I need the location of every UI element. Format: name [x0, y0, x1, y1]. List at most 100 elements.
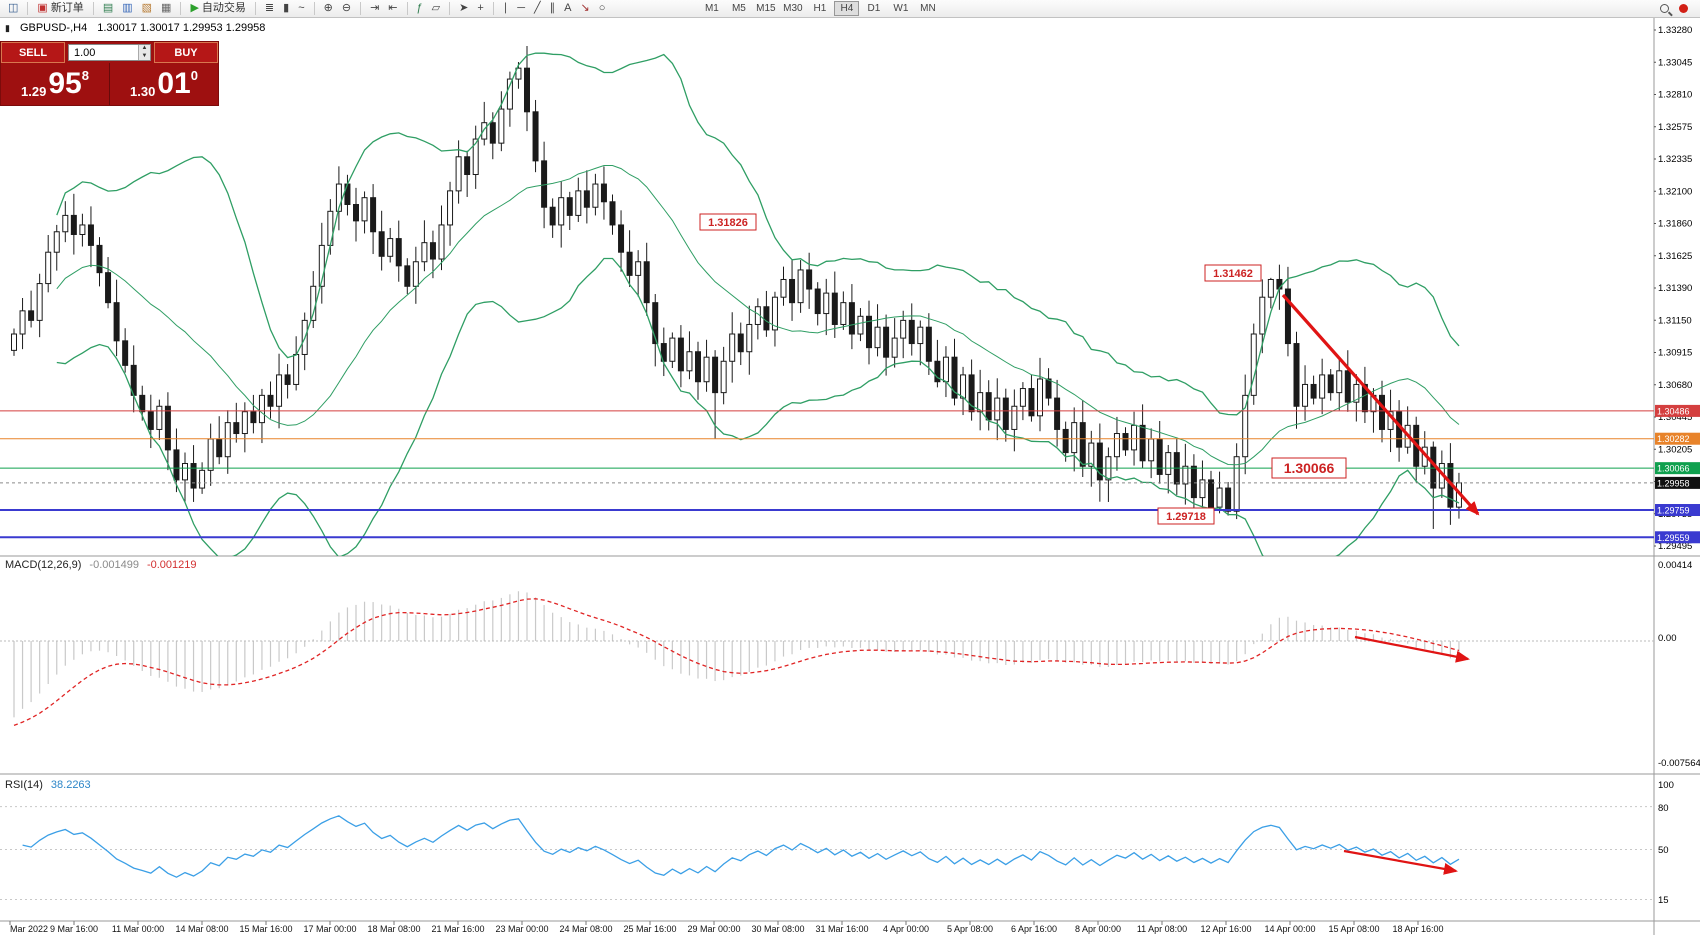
charts-menu-icon: ◫ [8, 2, 19, 14]
toolbar-separator [254, 2, 256, 15]
timeframe-d1[interactable]: D1 [861, 1, 886, 16]
time-axis-label: 6 Apr 16:00 [1011, 924, 1057, 934]
candlestick-chart[interactable]: ▮ [279, 1, 293, 17]
buy-price[interactable]: 1.30 01 0 [109, 63, 218, 105]
rsi-axis-label: 15 [1658, 895, 1669, 906]
price-axis-label: 1.31860 [1658, 219, 1692, 230]
text-tool[interactable]: A [560, 1, 575, 17]
price-axis-label: 1.30205 [1658, 444, 1692, 455]
cursor-tool[interactable]: ➤ [455, 1, 472, 17]
data-window[interactable]: ▥ [118, 1, 136, 17]
buy-button[interactable]: BUY [154, 42, 218, 63]
price-axis-label: 1.31625 [1658, 251, 1692, 262]
time-axis-label: 14 Mar 08:00 [175, 924, 228, 934]
svg-text:1.29759: 1.29759 [1657, 506, 1690, 516]
time-axis-label: Mar 2022 [10, 924, 48, 934]
trend-arrow[interactable] [1281, 293, 1480, 516]
macd-axis-label: 0.00414 [1658, 560, 1692, 571]
svg-text:1.29559: 1.29559 [1657, 533, 1690, 543]
zoom-in-icon: ⊕ [323, 2, 333, 14]
channel-tool[interactable]: ∥ [546, 1, 560, 17]
volume-value: 1.00 [74, 47, 96, 59]
zoom-in[interactable]: ⊕ [320, 1, 337, 17]
line-chart-icon: ~ [298, 2, 305, 14]
zoom-out[interactable]: ⊖ [338, 1, 355, 17]
market-watch[interactable]: ▤ [99, 1, 117, 17]
price-axis-label: 1.31390 [1658, 283, 1692, 294]
candles-layer [11, 45, 1462, 556]
bar-chart-icon: ≣ [264, 2, 275, 14]
price-tag: 1.30282 [1655, 432, 1700, 445]
shapes-tool[interactable]: ○ [595, 1, 610, 17]
chart-shift[interactable]: ⇤ [384, 1, 401, 17]
arrows-tool[interactable]: ↘ [577, 1, 594, 17]
time-axis-label: 17 Mar 00:00 [303, 924, 356, 934]
price-tag: 1.29759 [1655, 504, 1700, 517]
toolbar-separator [360, 2, 362, 15]
sell-price[interactable]: 1.29 95 8 [21, 67, 89, 100]
macd-axis-label: 0.00 [1658, 633, 1677, 644]
auto-scroll[interactable]: ⇥ [366, 1, 383, 17]
svg-text:1.31826: 1.31826 [708, 217, 748, 229]
price-tag: 1.29958 [1655, 476, 1700, 489]
toolbar-separator [492, 2, 494, 15]
shapes-tool-icon: ○ [598, 2, 606, 14]
terminal[interactable]: ▦ [157, 1, 175, 17]
arrows-tool-icon: ↘ [580, 2, 590, 14]
time-axis-label: 14 Apr 00:00 [1264, 924, 1315, 934]
sell-button[interactable]: SELL [1, 42, 65, 63]
navigator[interactable]: ▧ [138, 1, 156, 17]
timeframe-m1[interactable]: M1 [699, 1, 724, 16]
templates-icon: ▱ [431, 2, 441, 14]
charts-menu[interactable]: ◫ [4, 1, 22, 17]
vertical-line-tool[interactable]: ∣ [499, 1, 513, 17]
time-axis-label: 11 Mar 00:00 [112, 924, 164, 934]
svg-text:1.29718: 1.29718 [1166, 511, 1206, 523]
price-callout[interactable]: 1.30066 [1271, 457, 1347, 479]
timeframe-h4[interactable]: H4 [834, 1, 860, 16]
candlestick-chart-icon: ▮ [283, 2, 290, 14]
time-axis-label: 21 Mar 16:00 [431, 924, 484, 934]
auto-scroll-icon: ⇥ [370, 2, 380, 14]
crosshair-tool[interactable]: + [473, 1, 487, 17]
line-chart[interactable]: ~ [294, 1, 308, 17]
new-order[interactable]: ▣ 新订单 [33, 1, 87, 17]
time-axis-label: 18 Apr 16:00 [1392, 924, 1443, 934]
timeframe-mn[interactable]: MN [915, 1, 940, 16]
timeframe-m15[interactable]: M15 [753, 1, 778, 16]
svg-text:1.30486: 1.30486 [1657, 406, 1690, 416]
trendline-tool[interactable]: ╱ [530, 1, 545, 17]
toolbar-buttons: ◫ ▣ 新订单 ▤ ▥ ▧ ▦ ▶ 自动交易 ≣ ▮ ~ ⊕ ⊖ ⇥ ⇤ ƒ ▱ ➤ + ∣ ─ ╱ ∥ A ↘ ○ [4, 0, 609, 17]
trend-arrow[interactable] [1354, 635, 1470, 663]
indicators-list[interactable]: ƒ [413, 1, 427, 17]
trend-arrow[interactable] [1343, 849, 1458, 875]
symbol-period: GBPUSD-,H4 [19, 22, 88, 34]
autotrading[interactable]: ▶ 自动交易 [186, 1, 249, 17]
navigator-icon: ▧ [141, 2, 153, 14]
notification-badge[interactable] [1679, 4, 1688, 13]
one-click-trading: SELL 1.00 ▲ ▼ BUY 1.29 95 8 1.30 01 0 [0, 41, 219, 106]
templates[interactable]: ▱ [428, 1, 444, 17]
rsi-axis-label: 100 [1658, 780, 1674, 791]
svg-text:1.30066: 1.30066 [1657, 464, 1690, 474]
timeframe-h1[interactable]: H1 [807, 1, 832, 16]
bar-chart[interactable]: ≣ [261, 1, 278, 17]
chart-canvas[interactable]: 1.33280 1.33045 1.32810 1.32575 1.32335 1.321… [0, 18, 1700, 935]
horizontal-line-tool[interactable]: ─ [513, 1, 529, 17]
price-callout[interactable]: 1.31826 [699, 213, 757, 231]
spin-up-icon[interactable]: ▲ [139, 45, 150, 53]
volume-input[interactable]: 1.00 ▲ ▼ [68, 44, 151, 61]
price-callout[interactable]: 1.31462 [1204, 264, 1262, 282]
price-axis-label: 1.30915 [1658, 348, 1692, 359]
spin-down-icon[interactable]: ▼ [139, 52, 150, 60]
search-icon[interactable] [1660, 4, 1669, 13]
timeframe-m5[interactable]: M5 [726, 1, 751, 16]
time-axis-label: 30 Mar 08:00 [751, 924, 804, 934]
svg-text:1.30066: 1.30066 [1284, 460, 1335, 476]
price-callout[interactable]: 1.29718 [1157, 507, 1215, 525]
timeframe-w1[interactable]: W1 [888, 1, 913, 16]
candlestick-icon: ▮ [5, 22, 10, 33]
bollinger-band [56, 257, 1460, 556]
timeframe-m30[interactable]: M30 [780, 1, 805, 16]
volume-spinner[interactable]: ▲ ▼ [138, 45, 150, 60]
